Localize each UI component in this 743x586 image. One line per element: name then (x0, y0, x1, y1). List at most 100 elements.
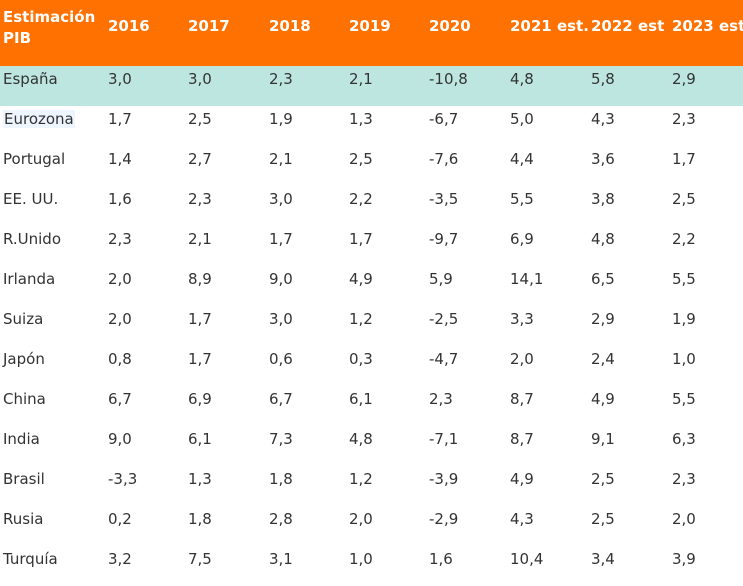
value-cell: 5,0 (510, 110, 534, 128)
value-cell: 2,7 (188, 150, 212, 168)
value-cell: 5,5 (510, 190, 534, 208)
column-header: 2022 est (591, 17, 665, 35)
value-cell: 2,0 (108, 270, 132, 288)
value-cell: 2,0 (108, 310, 132, 328)
column-header: 2021 est. (510, 17, 589, 35)
value-cell: 2,5 (591, 470, 615, 488)
value-cell: 1,7 (672, 150, 696, 168)
value-cell: -3,5 (429, 190, 459, 208)
value-cell: 6,1 (349, 390, 373, 408)
value-cell: 3,4 (591, 550, 615, 568)
value-cell: 1,7 (349, 230, 373, 248)
value-cell: 2,5 (188, 110, 212, 128)
table-row: R.Unido 2,3 2,1 1,7 1,7 -9,7 6,9 4,8 2,2 (0, 226, 743, 266)
value-cell: 1,3 (349, 110, 373, 128)
value-cell: -3,9 (429, 470, 459, 488)
value-cell: -4,7 (429, 350, 459, 368)
value-cell: 1,7 (269, 230, 293, 248)
table-row: Suiza 2,0 1,7 3,0 1,2 -2,5 3,3 2,9 1,9 (0, 306, 743, 346)
value-cell: 2,9 (672, 70, 696, 88)
value-cell: 1,2 (349, 470, 373, 488)
value-cell: 4,4 (510, 150, 534, 168)
value-cell: 2,1 (349, 70, 373, 88)
value-cell: 0,8 (108, 350, 132, 368)
value-cell: 3,6 (591, 150, 615, 168)
value-cell: 9,1 (591, 430, 615, 448)
value-cell: 7,5 (188, 550, 212, 568)
value-cell: -10,8 (429, 70, 468, 88)
value-cell: 0,2 (108, 510, 132, 528)
value-cell: 8,7 (510, 390, 534, 408)
country-label: Brasil (3, 470, 45, 488)
value-cell: 1,0 (349, 550, 373, 568)
value-cell: 6,3 (672, 430, 696, 448)
value-cell: 2,8 (269, 510, 293, 528)
value-cell: 3,3 (510, 310, 534, 328)
value-cell: 9,0 (269, 270, 293, 288)
country-label: Irlanda (3, 270, 56, 288)
value-cell: 1,9 (269, 110, 293, 128)
value-cell: 6,9 (510, 230, 534, 248)
table-body: España 3,0 3,0 2,3 2,1 -10,8 4,8 5,8 2,9 Eurozona… (0, 66, 743, 586)
table-row: Rusia 0,2 1,8 2,8 2,0 -2,9 4,3 2,5 2,0 (0, 506, 743, 546)
value-cell: 8,9 (188, 270, 212, 288)
value-cell: 1,6 (108, 190, 132, 208)
table-row: EE. UU. 1,6 2,3 3,0 2,2 -3,5 5,5 3,8 2,5 (0, 186, 743, 226)
value-cell: 1,3 (188, 470, 212, 488)
value-cell: 0,6 (269, 350, 293, 368)
country-cell: China (3, 390, 46, 408)
value-cell: 4,8 (349, 430, 373, 448)
country-cell: Suiza (3, 310, 43, 328)
value-cell: 6,7 (108, 390, 132, 408)
country-cell: Eurozona (3, 110, 75, 128)
value-cell: 14,1 (510, 270, 544, 288)
value-cell: 4,3 (591, 110, 615, 128)
value-cell: 5,5 (672, 390, 696, 408)
value-cell: 2,5 (349, 150, 373, 168)
value-cell: 1,8 (188, 510, 212, 528)
value-cell: 2,0 (510, 350, 534, 368)
value-cell: -7,1 (429, 430, 459, 448)
value-cell: 8,7 (510, 430, 534, 448)
value-cell: 4,9 (510, 470, 534, 488)
value-cell: 4,8 (510, 70, 534, 88)
header-label: Estimación PIB (3, 8, 96, 47)
value-cell: 7,3 (269, 430, 293, 448)
table-row: Eurozona 1,7 2,5 1,9 1,3 -6,7 5,0 4,3 2,3 (0, 106, 743, 146)
table-header-row: Estimación PIB 2016 2017 2018 2019 2020 … (0, 0, 743, 66)
value-cell: 5,8 (591, 70, 615, 88)
value-cell: 0,3 (349, 350, 373, 368)
table-row: Portugal 1,4 2,7 2,1 2,5 -7,6 4,4 3,6 1,7 (0, 146, 743, 186)
column-header: 2016 (108, 17, 150, 35)
value-cell: 4,8 (591, 230, 615, 248)
value-cell: 3,8 (591, 190, 615, 208)
value-cell: 2,1 (188, 230, 212, 248)
country-cell: R.Unido (3, 230, 61, 248)
value-cell: 6,7 (269, 390, 293, 408)
column-header: 2023 est (672, 17, 743, 35)
value-cell: 2,9 (591, 310, 615, 328)
value-cell: 2,1 (269, 150, 293, 168)
value-cell: 1,8 (269, 470, 293, 488)
country-cell: India (3, 430, 40, 448)
value-cell: 1,0 (672, 350, 696, 368)
country-cell: España (3, 70, 58, 88)
value-cell: 2,4 (591, 350, 615, 368)
table-row: Turquía 3,2 7,5 3,1 1,0 1,6 10,4 3,4 3,9 (0, 546, 743, 586)
table-row: China 6,7 6,9 6,7 6,1 2,3 8,7 4,9 5,5 (0, 386, 743, 426)
value-cell: -2,9 (429, 510, 459, 528)
country-cell: Irlanda (3, 270, 55, 288)
country-label: Suiza (3, 310, 44, 328)
country-label: EE. UU. (3, 190, 59, 208)
value-cell: 4,9 (591, 390, 615, 408)
value-cell: -6,7 (429, 110, 459, 128)
country-label: Rusia (3, 510, 44, 528)
value-cell: 6,5 (591, 270, 615, 288)
column-header: 2019 (349, 17, 391, 35)
value-cell: 5,5 (672, 270, 696, 288)
value-cell: 3,9 (672, 550, 696, 568)
value-cell: 1,2 (349, 310, 373, 328)
country-label: España (3, 70, 58, 88)
value-cell: 2,5 (591, 510, 615, 528)
